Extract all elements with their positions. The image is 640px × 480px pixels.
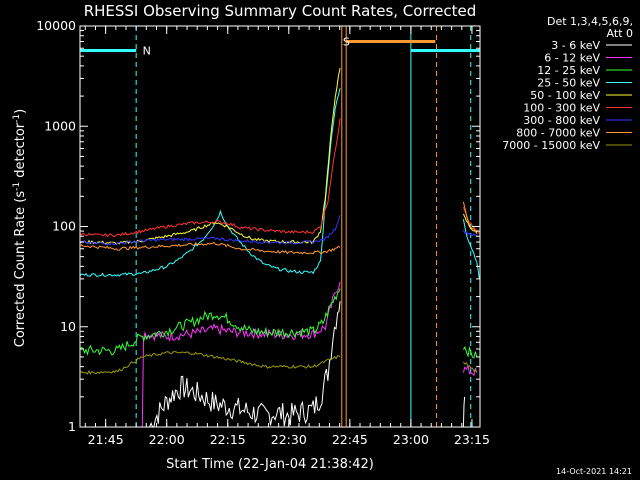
x-axis-label: Start Time (22-Jan-04 21:38:42): [166, 457, 374, 472]
legend-label-8: 7000 - 15000 keV: [502, 139, 600, 152]
series-line-3-seg-1: [462, 219, 480, 279]
y-tick-label-2: 100: [52, 219, 76, 234]
series-line-1-seg-1: [462, 364, 478, 377]
x-axis: 21:45 22:00 22:15 22:30 22:45 23:00 23:15: [84, 26, 490, 447]
annotation-label-n: N: [143, 44, 151, 57]
y-tick-label-3: 1000: [44, 118, 76, 133]
y-axis: 1 10 100 1000 10000: [36, 18, 480, 434]
series-line-7-seg-1: [462, 201, 478, 233]
legend-header-line1: Det 1,3,4,5,6,9,: [547, 15, 633, 28]
annotation-label-s: S: [343, 36, 350, 49]
series-line-4-seg-0: [79, 67, 341, 246]
series-line-4-seg-1: [462, 213, 478, 234]
legend-label-2: 12 - 25 keV: [537, 64, 600, 77]
legend-label-0: 3 - 6 keV: [551, 39, 600, 52]
series-line-2-seg-0: [79, 288, 341, 356]
y-tick-label-4: 10000: [36, 18, 76, 33]
y-axis-label: Corrected Count Rate (s-1 detector-1): [12, 109, 28, 347]
x-tick-label-1: 22:00: [149, 432, 185, 447]
series-line-8-seg-1: [463, 361, 478, 373]
footer-date: 14-Oct-2021 14:21: [556, 467, 632, 476]
legend-header-line2: Att 0: [607, 27, 633, 40]
legend-label-5: 100 - 300 keV: [523, 102, 600, 115]
x-tick-label-0: 21:45: [88, 432, 124, 447]
series-line-2-seg-1: [462, 345, 478, 359]
legend-label-3: 25 - 50 keV: [537, 77, 600, 90]
x-tick-label-6: 23:15: [454, 432, 490, 447]
series-line-7-seg-0: [79, 241, 341, 255]
plot-area: NS: [79, 26, 480, 428]
x-tick-label-5: 23:00: [393, 432, 429, 447]
series-line-0-seg-1: [462, 396, 466, 428]
legend-label-7: 800 - 7000 keV: [516, 127, 600, 140]
legend-label-6: 300 - 800 keV: [523, 114, 600, 127]
legend-label-4: 50 - 100 keV: [530, 89, 600, 102]
y-tick-label-0: 1: [68, 419, 76, 434]
legend-label-1: 6 - 12 keV: [544, 52, 600, 65]
series-line-8-seg-0: [79, 350, 341, 375]
chart-title: RHESSI Observing Summary Count Rates, Co…: [84, 2, 477, 20]
series-line-5-seg-0: [79, 118, 341, 238]
series-line-6-seg-1: [462, 229, 478, 237]
series-line-3-seg-0: [79, 87, 341, 277]
x-tick-label-3: 22:30: [271, 432, 307, 447]
y-tick-label-1: 10: [60, 319, 76, 334]
x-tick-label-4: 22:45: [332, 432, 368, 447]
x-tick-label-2: 22:15: [210, 432, 246, 447]
series-line-6-seg-0: [79, 214, 341, 246]
series-line-0-seg-0: [149, 301, 341, 428]
